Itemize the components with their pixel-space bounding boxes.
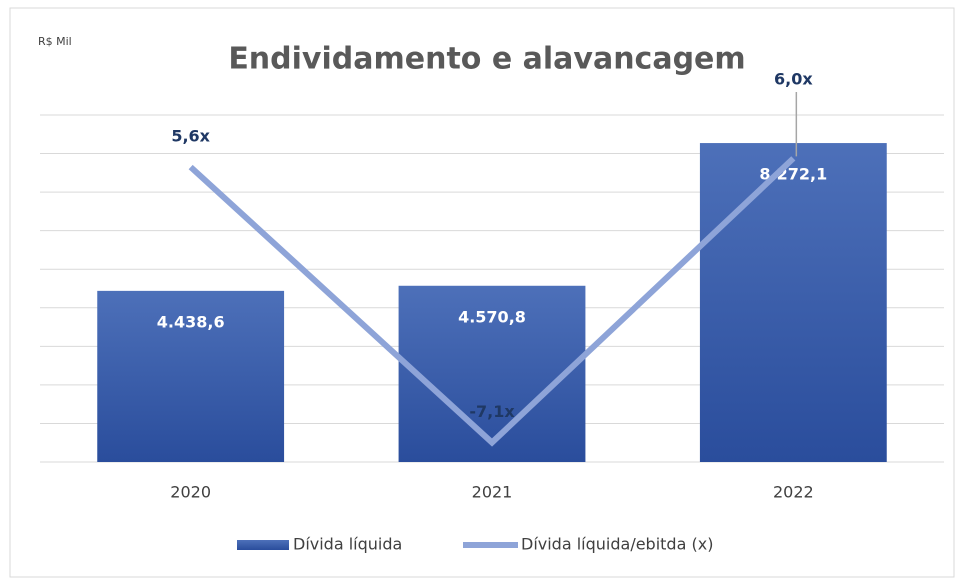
x-tick-label: 2021 (472, 483, 513, 502)
bar (699, 143, 887, 463)
x-tick-label: 2022 (773, 483, 814, 502)
bar (398, 285, 586, 462)
bar-value-label: 8.272,1 (759, 165, 827, 184)
line-value-label: 5,6x (171, 127, 210, 146)
unit-label: R$ Mil (38, 35, 72, 48)
bar (97, 290, 285, 462)
line-value-label: 6,0x (774, 70, 813, 89)
line-value-label: -7,1x (469, 402, 515, 421)
x-tick-label: 2020 (170, 483, 211, 502)
legend-label: Dívida líquida/ebitda (x) (521, 535, 713, 554)
line-series (188, 156, 796, 447)
legend-label: Dívida líquida (293, 535, 402, 554)
bar-value-label: 4.570,8 (458, 307, 526, 326)
bar-value-label: 4.438,6 (157, 312, 225, 331)
chart-title: Endividamento e alavancagem (228, 42, 745, 77)
legend-swatch (237, 540, 289, 550)
